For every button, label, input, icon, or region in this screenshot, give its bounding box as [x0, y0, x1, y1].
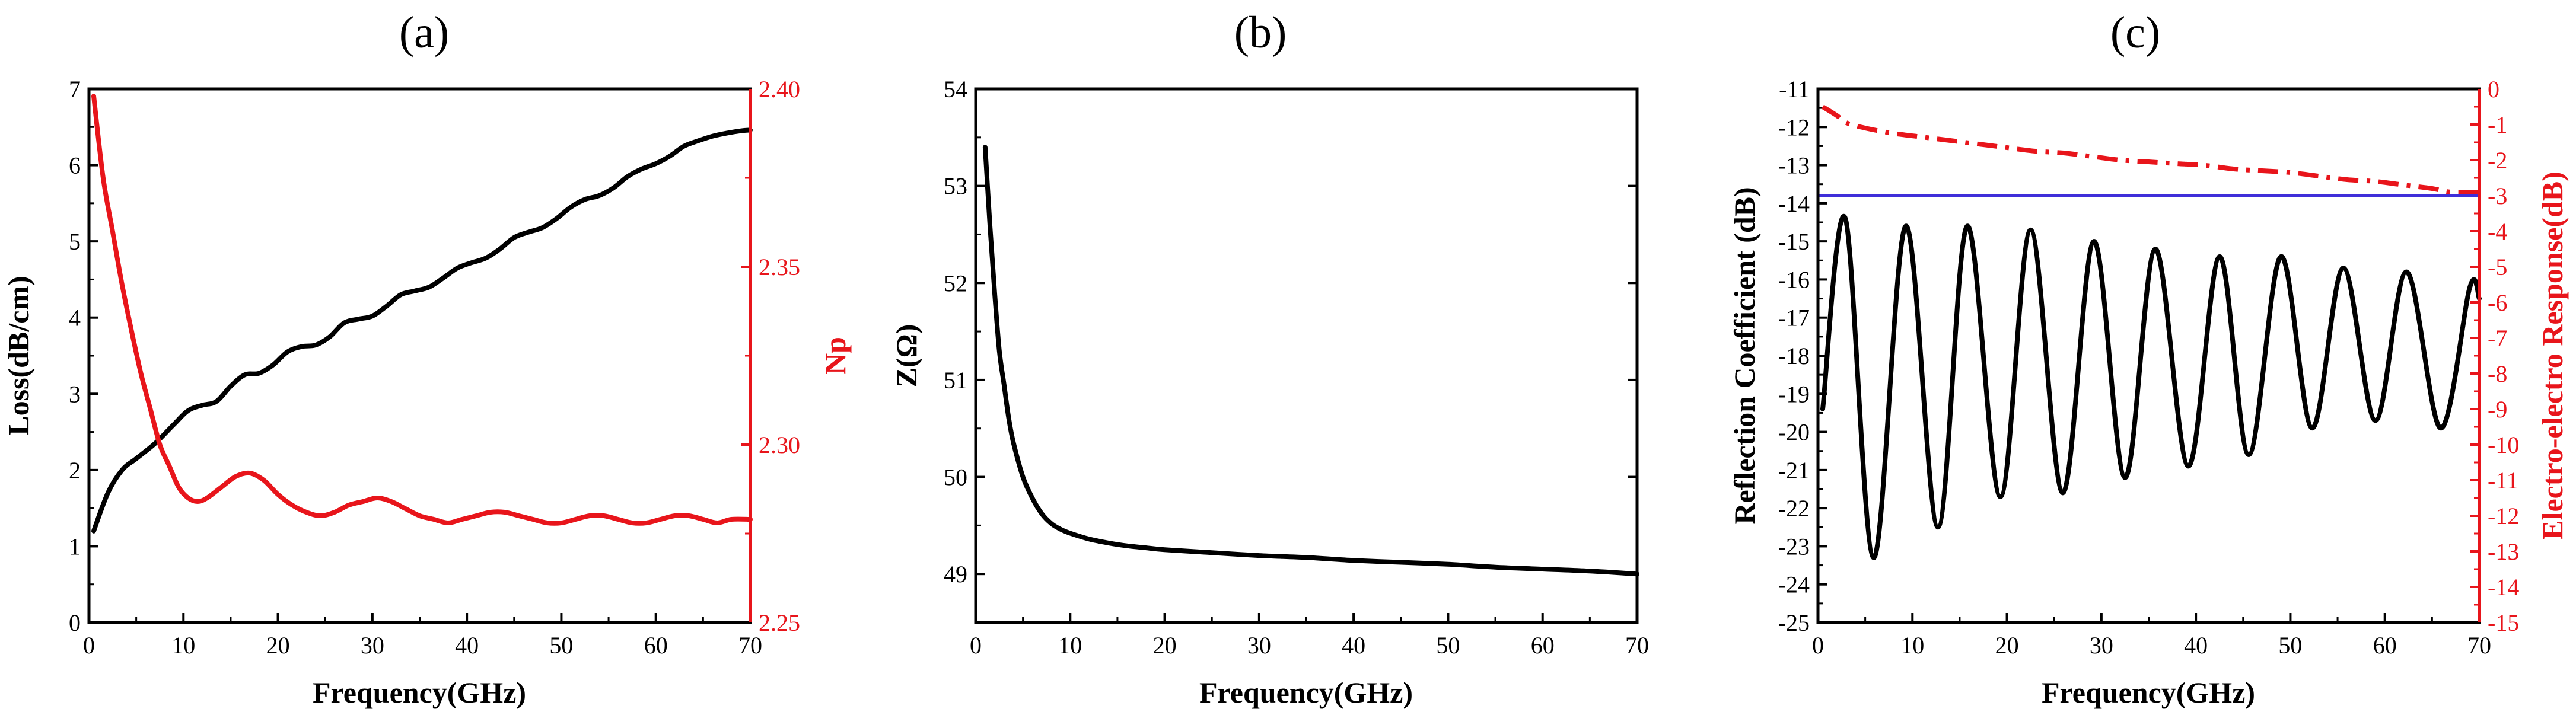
pc-xtick-label: 20 [1995, 632, 2019, 659]
pc-xtick-label: 60 [2373, 632, 2397, 659]
pc-y2tick-label: -3 [2488, 183, 2507, 209]
panel-b-frame [974, 87, 1639, 624]
pc-y2tick-label: 0 [2488, 76, 2499, 103]
pc-ytick-label: -13 [1778, 152, 1810, 179]
pc-xtick-label: 50 [2278, 632, 2302, 659]
pc-ytick-label: -15 [1778, 228, 1810, 255]
pa-y2tick-label: 2.30 [759, 432, 800, 458]
pc-xtick-label: 10 [1900, 632, 1924, 659]
pc-ytick-label: -18 [1778, 343, 1810, 369]
pa-ytick-label: 7 [69, 76, 81, 103]
pa-ytick-label: 4 [69, 305, 81, 331]
pb-xtick-label: 60 [1531, 632, 1555, 659]
panel-b-plot-area: 0 10 20 30 40 50 60 70 49 50 51 52 53 54 [944, 76, 1649, 659]
pa-ytick-label: 3 [69, 381, 81, 407]
pc-ytick-label: -12 [1778, 114, 1810, 141]
panel-a-plot-area: 0 10 20 30 40 50 60 70 0 1 2 3 4 5 6 7 2.25 2.30 2.35 2.40 [69, 76, 800, 659]
pc-y2tick-label: -11 [2488, 467, 2518, 494]
pb-xtick-label: 50 [1436, 632, 1460, 659]
pc-ytick-label: -23 [1778, 533, 1810, 560]
pc-series-2-line [1821, 104, 2480, 195]
pc-y2tick-label: -2 [2488, 147, 2507, 174]
pa-y2tick-label: 2.25 [759, 609, 800, 636]
pc-y2tick-label: -12 [2488, 503, 2519, 529]
pa-series-1-line [91, 127, 753, 534]
pa-ytick-label: 5 [69, 228, 81, 255]
pc-y2tick-label: -6 [2488, 289, 2507, 316]
pa-xtick-label: 30 [361, 632, 384, 659]
panel-a-ylabel: Loss(dB/cm) [2, 276, 35, 435]
panel-a: (a) 0 10 20 30 40 50 60 70 0 1 2 3 4 5 6 7 2.25 2.30 2.35 2… [2, 8, 852, 709]
pc-series-1-line [1820, 213, 2482, 560]
pa-xtick-label: 10 [171, 632, 195, 659]
panel-b-title: (b) [1234, 8, 1287, 58]
pb-xtick-label: 30 [1247, 632, 1271, 659]
panel-c-xlabel: Frequency(GHz) [2042, 676, 2255, 709]
pb-xtick-label: 40 [1342, 632, 1365, 659]
pa-ytick-label: 6 [69, 152, 81, 179]
pc-y2tick-label: -7 [2488, 325, 2507, 352]
pa-ytick-label: 1 [69, 533, 81, 560]
pb-xtick-label: 10 [1058, 632, 1082, 659]
panel-a-title: (a) [399, 8, 449, 58]
panel-a-frame [87, 87, 752, 624]
pb-ytick-label: 53 [944, 173, 967, 200]
pc-xtick-label: 40 [2184, 632, 2208, 659]
panel-b-xlabel: Frequency(GHz) [1199, 676, 1413, 709]
pa-y2tick-label: 2.35 [759, 254, 800, 280]
pc-ytick-label: -24 [1778, 571, 1810, 598]
pc-ytick-label: -21 [1778, 457, 1810, 484]
pa-xtick-label: 50 [549, 632, 573, 659]
pa-xtick-label: 70 [738, 632, 762, 659]
pc-y2tick-label: -9 [2488, 396, 2507, 423]
pc-ytick-label: -17 [1778, 305, 1810, 331]
pb-series-1-line [982, 145, 1639, 577]
panel-c-y2label: Electro-electro Response(dB) [2536, 171, 2569, 540]
pc-y2tick-label: -8 [2488, 360, 2507, 387]
pc-ytick-label: -22 [1778, 495, 1810, 522]
pc-y2tick-label: -5 [2488, 254, 2507, 280]
pa-ytick-label: 2 [69, 457, 81, 484]
pc-ytick-label: -11 [1779, 76, 1810, 103]
pc-y2tick-label: -1 [2488, 111, 2507, 138]
panel-b: (b) 0 10 20 30 40 50 60 70 49 50 51 52 53 54 Frequenc… [890, 8, 1649, 709]
pa-xtick-label: 60 [644, 632, 668, 659]
pb-ytick-label: 52 [944, 270, 967, 296]
panel-c-frame [1816, 87, 2481, 624]
pb-xtick-label: 0 [970, 632, 982, 659]
panel-c-ylabel: Reflection Coefficient (dB) [1728, 187, 1761, 524]
pa-xtick-label: 20 [266, 632, 290, 659]
pa-series-2-line [91, 94, 753, 526]
pc-y2tick-label: -13 [2488, 538, 2519, 565]
pc-xtick-label: 70 [2467, 632, 2491, 659]
pc-y2tick-label: -15 [2488, 609, 2519, 636]
pc-ytick-label: -19 [1778, 381, 1810, 407]
pc-y2tick-label: -10 [2488, 432, 2519, 458]
panel-b-ylabel: Z(Ω) [890, 324, 923, 388]
panel-a-xlabel: Frequency(GHz) [313, 676, 526, 709]
pb-xtick-label: 70 [1625, 632, 1649, 659]
pc-ytick-label: -14 [1778, 190, 1810, 217]
pa-xtick-label: 40 [455, 632, 479, 659]
pa-y2tick-label: 2.40 [759, 76, 800, 103]
pc-ytick-label: -25 [1778, 609, 1810, 636]
panel-c-title: (c) [2110, 8, 2160, 58]
pa-ytick-label: 0 [69, 609, 81, 636]
panel-c: (c) 0 10 20 30 40 50 60 70-25-24-23-22-21-20-19… [1728, 8, 2569, 709]
pa-xtick-label: 0 [83, 632, 95, 659]
panel-a-y2label: Np [819, 337, 852, 375]
pc-ytick-label: -20 [1778, 419, 1810, 446]
pc-ytick-label: -16 [1778, 266, 1810, 293]
pb-ytick-label: 49 [944, 561, 967, 587]
pb-ytick-label: 51 [944, 367, 967, 394]
pb-ytick-label: 50 [944, 464, 967, 491]
pb-ytick-label: 54 [944, 76, 967, 103]
pc-y2tick-label: -4 [2488, 218, 2507, 245]
pc-xtick-label: 0 [1812, 632, 1824, 659]
panel-c-plot-area: 0 10 20 30 40 50 60 70-25-24-23-22-21-20-19-18-… [1778, 76, 2520, 659]
pb-xtick-label: 20 [1153, 632, 1177, 659]
pc-y2tick-label: -14 [2488, 574, 2519, 601]
pc-xtick-label: 30 [2090, 632, 2113, 659]
